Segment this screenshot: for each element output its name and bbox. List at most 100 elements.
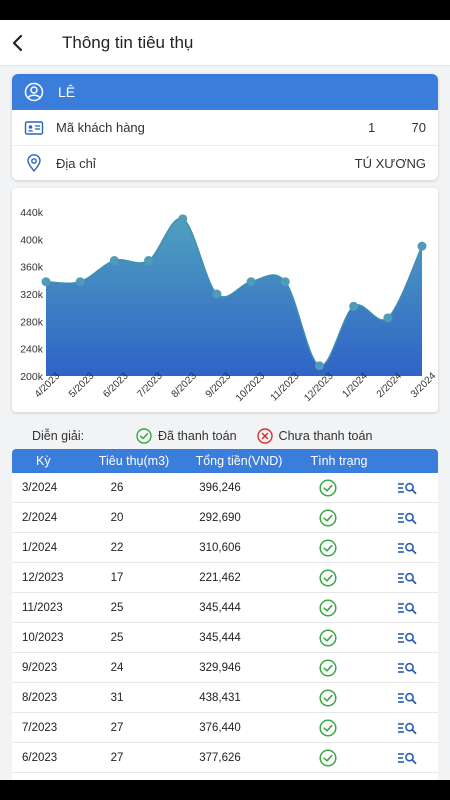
cell-status <box>280 568 376 587</box>
cell-amount: 329,946 <box>199 661 241 674</box>
table-row[interactable]: 10/2023 25 345,444 <box>12 623 438 653</box>
cell-usage: 17 <box>110 571 124 584</box>
data-point[interactable] <box>178 214 188 224</box>
data-point[interactable] <box>41 277 51 287</box>
data-point[interactable] <box>314 361 324 371</box>
table-row[interactable]: 6/2023 27 377,626 <box>12 743 438 773</box>
cell-amount: 310,606 <box>199 541 241 554</box>
cell-period: 2/2024 <box>22 511 58 524</box>
customer-code-row: Mã khách hàng 1 70 <box>12 110 438 145</box>
customer-code-label: Mã khách hàng <box>56 120 145 135</box>
cell-usage: 27 <box>110 751 124 764</box>
header-usage: Tiêu thụ(m3) <box>98 454 170 468</box>
detail-button[interactable] <box>376 481 438 495</box>
cell-period: 3/2024 <box>22 481 58 494</box>
data-point[interactable] <box>280 277 290 287</box>
table-body: 3/2024 26 396,246 2/2024 20 292,690 1/2024 22 31… <box>12 473 438 773</box>
detail-button[interactable] <box>376 541 438 555</box>
check-circle-icon <box>319 688 337 707</box>
page-title: Thông tin tiêu thụ <box>62 32 194 52</box>
check-circle-icon <box>319 658 337 677</box>
series-area <box>46 218 422 376</box>
nav-bar <box>0 780 450 800</box>
check-circle-icon <box>319 478 337 497</box>
table-row[interactable]: 11/2023 25 345,444 <box>12 593 438 623</box>
cell-period: 10/2023 <box>22 631 64 644</box>
cell-usage: 25 <box>110 601 124 614</box>
cell-period: 8/2023 <box>22 691 58 704</box>
y-tick-label: 360k <box>20 262 44 274</box>
table-row[interactable]: 8/2023 31 438,431 <box>12 683 438 713</box>
data-point[interactable] <box>417 241 427 251</box>
detail-button[interactable] <box>376 631 438 645</box>
legend-paid: Đã thanh toán <box>136 428 237 444</box>
detail-button[interactable] <box>376 511 438 525</box>
cell-usage: 31 <box>110 691 124 704</box>
cell-amount: 345,444 <box>199 631 241 644</box>
header-period: Kỳ <box>36 454 51 468</box>
check-circle-icon <box>319 508 337 527</box>
cell-status <box>280 748 376 767</box>
table-row[interactable]: 9/2023 24 329,946 <box>12 653 438 683</box>
data-point[interactable] <box>212 289 222 299</box>
detail-button[interactable] <box>376 661 438 675</box>
chevron-left-icon <box>12 34 23 51</box>
legend-unpaid-label: Chưa thanh toán <box>278 429 373 443</box>
check-circle-icon <box>319 718 337 737</box>
check-circle-icon <box>136 428 152 444</box>
cell-usage: 20 <box>110 511 124 524</box>
check-circle-icon <box>319 628 337 647</box>
cell-period: 6/2023 <box>22 751 58 764</box>
table-row[interactable]: 2/2024 20 292,690 <box>12 503 438 533</box>
cell-status <box>280 718 376 737</box>
check-circle-icon <box>319 748 337 767</box>
data-point[interactable] <box>246 277 256 287</box>
cell-status <box>280 628 376 647</box>
cell-status <box>280 508 376 527</box>
cell-amount: 292,690 <box>199 511 241 524</box>
data-point[interactable] <box>144 256 154 266</box>
y-tick-label: 200k <box>20 371 44 383</box>
legend: Diễn giải: Đã thanh toán Chưa thanh toán <box>0 424 450 448</box>
list-search-icon <box>398 602 417 614</box>
customer-name-bar: LÊ <box>12 74 438 110</box>
detail-button[interactable] <box>376 691 438 705</box>
cell-usage: 24 <box>110 661 124 674</box>
y-tick-label: 280k <box>20 316 44 328</box>
user-circle-icon <box>24 82 44 102</box>
y-tick-label: 240k <box>20 344 44 356</box>
list-search-icon <box>398 572 417 584</box>
cell-amount: 396,246 <box>199 481 241 494</box>
customer-address-row: Địa chỉ TÚ XƯƠNG <box>12 145 438 180</box>
table-row[interactable]: 7/2023 27 376,440 <box>12 713 438 743</box>
detail-button[interactable] <box>376 721 438 735</box>
list-search-icon <box>398 752 417 764</box>
cell-period: 1/2024 <box>22 541 58 554</box>
table-row[interactable]: 12/2023 17 221,462 <box>12 563 438 593</box>
customer-address-value: TÚ XƯƠNG <box>354 155 426 171</box>
legend-unpaid: Chưa thanh toán <box>256 428 373 444</box>
cell-status <box>280 598 376 617</box>
list-search-icon <box>398 482 417 494</box>
detail-button[interactable] <box>376 571 438 585</box>
data-point[interactable] <box>109 256 119 266</box>
list-search-icon <box>398 692 417 704</box>
legend-title: Diễn giải: <box>32 429 85 443</box>
data-point[interactable] <box>383 313 393 323</box>
table-header: Kỳ Tiêu thụ(m3) Tổng tiền(VND) Tình trạn… <box>12 449 438 473</box>
list-search-icon <box>398 512 417 524</box>
detail-button[interactable] <box>376 751 438 765</box>
location-pin-icon <box>27 154 41 173</box>
back-button[interactable] <box>0 20 36 66</box>
customer-address-label: Địa chỉ <box>56 155 96 171</box>
list-search-icon <box>398 722 417 734</box>
header-status: Tình trạng <box>310 454 368 468</box>
detail-button[interactable] <box>376 601 438 615</box>
cell-status <box>280 688 376 707</box>
data-point[interactable] <box>349 301 359 311</box>
table-row[interactable]: 3/2024 26 396,246 <box>12 473 438 503</box>
data-point[interactable] <box>75 277 85 287</box>
table-row[interactable]: 1/2024 22 310,606 <box>12 533 438 563</box>
y-tick-label: 440k <box>20 207 44 219</box>
status-bar <box>0 0 450 20</box>
